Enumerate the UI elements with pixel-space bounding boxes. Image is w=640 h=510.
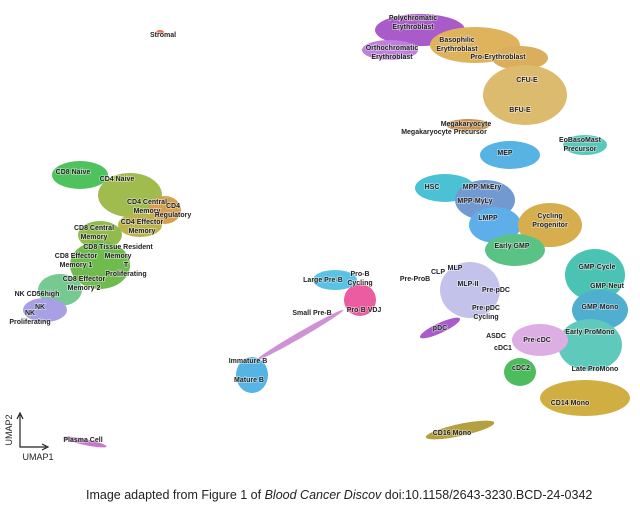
- cluster-label: Early ProMono: [565, 329, 614, 336]
- cluster-label: GMP-Mono: [582, 304, 619, 311]
- cluster-label: HSC: [425, 184, 440, 191]
- cluster-label: CD16 Mono: [433, 430, 472, 437]
- cluster-label: CLP: [431, 269, 445, 276]
- cluster-label: CD8 Effector: [55, 253, 98, 260]
- cluster-label: Orthochromatic: [366, 45, 419, 52]
- cluster-label: T: [124, 262, 129, 269]
- cluster-label: CD4 Central: [127, 199, 167, 206]
- cluster-label: MLP: [448, 265, 463, 272]
- cluster-label: GMP-Cycle: [579, 264, 616, 271]
- cluster-label: pDC: [433, 325, 447, 332]
- cluster-label: Pro-B: [350, 271, 369, 278]
- caption-prefix: Image adapted from Figure 1 of: [86, 488, 262, 502]
- cluster-label: cDC1: [494, 345, 512, 352]
- cluster-label: Early GMP: [494, 243, 529, 250]
- cluster-label: Erythroblast: [392, 24, 434, 31]
- caption-journal: Blood Cancer Discov: [264, 488, 382, 502]
- cluster-label: CD4: [166, 203, 180, 210]
- cluster-label: ASDC: [486, 333, 506, 340]
- cluster-label: Memory: [129, 228, 156, 235]
- cluster-label: Pro-B VDJ: [347, 307, 382, 314]
- cluster-label: Cycling: [347, 280, 372, 287]
- cluster-label: CD8 Effector: [63, 276, 106, 283]
- cluster-label: CD4 Naive: [100, 176, 135, 183]
- cluster-label: Large Pre-B: [303, 277, 343, 284]
- cluster-label: Pre-ProB: [400, 276, 430, 283]
- cluster-label: Proliferating: [105, 271, 146, 278]
- axes-indicator: [16, 411, 50, 451]
- cluster-label: LMPP: [478, 215, 498, 222]
- cluster-label: Cycling: [537, 213, 562, 220]
- cluster-label: Erythroblast: [371, 54, 413, 61]
- y-axis-label: UMAP2: [4, 414, 14, 445]
- cluster-label: Proliferating: [9, 319, 50, 326]
- cluster-label: CD8 Naive: [56, 169, 91, 176]
- cluster-label: Megakaryocyte: [441, 121, 492, 128]
- cluster-label: Memory 2: [68, 285, 101, 292]
- cluster-label: Pro-Erythroblast: [470, 54, 526, 61]
- cluster-label: MPP-MyLy: [457, 198, 492, 205]
- cluster-label: Precursor: [563, 146, 596, 153]
- cluster-label: Small Pre-B: [292, 310, 331, 317]
- cluster-label: Plasma Cell: [63, 437, 102, 444]
- cluster-label: Immature B: [229, 358, 268, 365]
- cluster-label: NK CD56high: [15, 291, 60, 298]
- cluster-label: Memory: [81, 234, 108, 241]
- cluster-label: cDC2: [512, 365, 530, 372]
- umap-plot: UMAP2 UMAP1 Stromal Polychromatic Erythrob…: [4, 14, 630, 462]
- cluster-label: Pre-cDC: [523, 337, 551, 344]
- x-axis-label: UMAP1: [22, 452, 53, 462]
- cluster-label: EoBasoMast: [559, 137, 602, 144]
- cluster-label: Megakaryocyte Precursor: [401, 129, 487, 136]
- cluster-label: Regulatory: [155, 212, 192, 219]
- cluster-label: Memory 1: [60, 262, 93, 269]
- cluster-label: Polychromatic: [389, 15, 437, 22]
- cluster-label: CD8 Tissue Resident: [83, 244, 153, 251]
- cluster-label: Cycling: [473, 314, 498, 321]
- cluster-label: MEP: [497, 150, 513, 157]
- cluster-label: Basophilic: [439, 37, 475, 44]
- cluster-label: CFU-E: [516, 77, 538, 84]
- cluster-label: Stromal: [150, 32, 176, 39]
- cluster-labels: Stromal Polychromatic Erythroblast Basophil…: [9, 14, 626, 445]
- cluster-label: GMP-Neut: [590, 283, 625, 290]
- caption: Image adapted from Figure 1 of Blood Can…: [86, 488, 592, 502]
- caption-doi: doi:10.1158/2643-3230.BCD-24-0342: [384, 488, 593, 502]
- cluster-label: CD14 Mono: [551, 400, 590, 407]
- cluster-label: Memory: [134, 208, 161, 215]
- cluster-label: CD4 Effector: [121, 219, 164, 226]
- cluster-label: MLP-II: [458, 281, 479, 288]
- cluster-label: BFU-E: [509, 107, 531, 114]
- cluster-label: MPP-MkEry: [463, 184, 502, 191]
- cluster-label: Memory: [105, 253, 132, 260]
- cluster-label: Pre-pDC: [482, 287, 510, 294]
- cluster-label: CD8 Central: [74, 225, 114, 232]
- cluster-label: NK: [25, 310, 35, 317]
- cluster-label: NK: [35, 304, 45, 311]
- cluster-label: Mature B: [234, 377, 264, 384]
- cluster-label: Progenitor: [532, 222, 568, 229]
- cell-clouds: [23, 14, 630, 448]
- cluster-label: Erythroblast: [436, 46, 478, 53]
- cluster-label: Late ProMono: [572, 366, 619, 373]
- cluster-label: Pre-pDC: [472, 305, 500, 312]
